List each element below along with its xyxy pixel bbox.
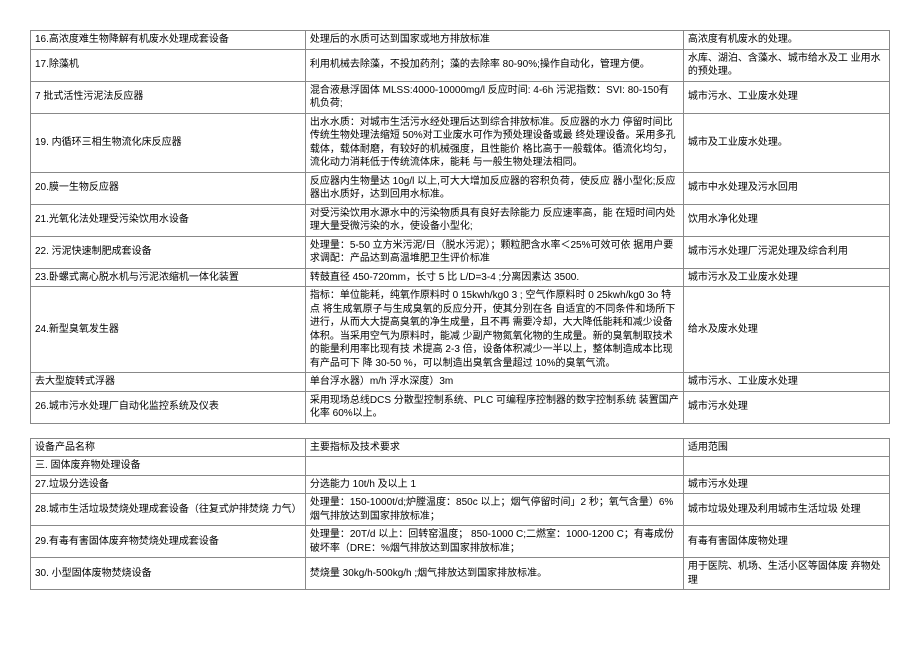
table-cell bbox=[683, 457, 889, 476]
table-row: 24.新型臭氧发生器指标：单位能耗，纯氧作原料时 0 15kwh/kg0 3 ;… bbox=[31, 287, 890, 373]
table-row: 28.城市生活垃圾焚烧处理成套设备（往复式炉排焚烧 力气）处理量：150-100… bbox=[31, 494, 890, 526]
table-cell: 29.有毒有害固体废弃物焚烧处理成套设备 bbox=[31, 526, 306, 558]
table-row: 21.光氧化法处理受污染饮用水设备对受污染饮用水源水中的污染物质具有良好去除能力… bbox=[31, 204, 890, 236]
table-cell: 去大型旋转式浮器 bbox=[31, 373, 306, 392]
table-row: 19. 内循环三相生物流化床反应器出水水质：对城市生活污水经处理后达到综合排放标… bbox=[31, 113, 890, 172]
table-cell: 30. 小型固体废物焚烧设备 bbox=[31, 558, 306, 590]
table-cell: 有毒有害固体废物处理 bbox=[683, 526, 889, 558]
table-cell: 城市污水处理 bbox=[683, 391, 889, 423]
table-cell: 23.卧螺式离心脱水机与污泥浓缩机一体化装置 bbox=[31, 268, 306, 287]
table-cell: 19. 内循环三相生物流化床反应器 bbox=[31, 113, 306, 172]
table-row: 去大型旋转式浮器单台浮水器）m/h 浮水深度）3m城市污水、工业废水处理 bbox=[31, 373, 890, 392]
table-cell: 处理量：150-1000t/d;炉膛温度：850c 以上；烟气停留时间」2 秒；… bbox=[305, 494, 683, 526]
table-row: 26.城市污水处理厂自动化监控系统及仪表采用现场总线DCS 分散型控制系统、PL… bbox=[31, 391, 890, 423]
table-cell: 反应器内生物量达 10g/l 以上,可大大增加反应器的容积负荷，使反应 器小型化… bbox=[305, 172, 683, 204]
equipment-table-2: 设备产品名称主要指标及技术要求适用范围三. 固体废弃物处理设备27.垃圾分选设备… bbox=[30, 438, 890, 591]
table-cell: 城市及工业废水处理。 bbox=[683, 113, 889, 172]
table-cell: 7 批式活性污泥法反应器 bbox=[31, 81, 306, 113]
table-cell: 单台浮水器）m/h 浮水深度）3m bbox=[305, 373, 683, 392]
table-cell: 17.除藻机 bbox=[31, 49, 306, 81]
table-row: 7 批式活性污泥法反应器混合液悬浮固体 MLSS:4000-10000mg/l … bbox=[31, 81, 890, 113]
table-cell: 城市中水处理及污水回用 bbox=[683, 172, 889, 204]
table-row: 29.有毒有害固体废弃物焚烧处理成套设备处理量：20T/d 以上：回转窑温度； … bbox=[31, 526, 890, 558]
table-cell bbox=[305, 457, 683, 476]
table-row: 16.高浓度难生物降解有机废水处理成套设备处理后的水质可达到国家或地方排放标准高… bbox=[31, 31, 890, 50]
table-cell: 采用现场总线DCS 分散型控制系统、PLC 可编程序控制器的数字控制系统 装置国… bbox=[305, 391, 683, 423]
table-cell: 城市垃圾处理及利用城市生活垃圾 处理 bbox=[683, 494, 889, 526]
table-row: 20.膜一生物反应器反应器内生物量达 10g/l 以上,可大大增加反应器的容积负… bbox=[31, 172, 890, 204]
table-cell: 高浓度有机废水的处理。 bbox=[683, 31, 889, 50]
table-row: 27.垃圾分选设备分选能力 10t/h 及以上 1城市污水处理 bbox=[31, 475, 890, 494]
table-cell: 出水水质：对城市生活污水经处理后达到综合排放标准。反应器的水力 停留时间比传统生… bbox=[305, 113, 683, 172]
table-cell: 27.垃圾分选设备 bbox=[31, 475, 306, 494]
table-cell: 利用机械去除藻，不投加药剂；藻的去除率 80-90%;操作自动化，管理方便。 bbox=[305, 49, 683, 81]
table-cell: 城市污水、工业废水处理 bbox=[683, 373, 889, 392]
table-cell: 城市污水处理 bbox=[683, 475, 889, 494]
table-cell: 转鼓直径 450-720mm，长寸 5 比 L/D=3-4 ;分离因素达 350… bbox=[305, 268, 683, 287]
table-cell: 处理量：20T/d 以上：回转窑温度； 850-1000 C;二燃室：1000-… bbox=[305, 526, 683, 558]
table-row: 23.卧螺式离心脱水机与污泥浓缩机一体化装置转鼓直径 450-720mm，长寸 … bbox=[31, 268, 890, 287]
table-cell: 三. 固体废弃物处理设备 bbox=[31, 457, 306, 476]
table-cell: 混合液悬浮固体 MLSS:4000-10000mg/l 反应时间: 4-6h 污… bbox=[305, 81, 683, 113]
table-row: 三. 固体废弃物处理设备 bbox=[31, 457, 890, 476]
table-cell: 水库、湖泊、含藻水、城市给水及工 业用水的预处理。 bbox=[683, 49, 889, 81]
table-cell: 焚烧量 30kg/h-500kg/h ;烟气排放达到国家排放标准。 bbox=[305, 558, 683, 590]
table-cell: 21.光氧化法处理受污染饮用水设备 bbox=[31, 204, 306, 236]
table-cell: 适用范围 bbox=[683, 438, 889, 457]
table-row: 设备产品名称主要指标及技术要求适用范围 bbox=[31, 438, 890, 457]
table-cell: 22. 污泥快速制肥成套设备 bbox=[31, 236, 306, 268]
table-cell: 指标：单位能耗，纯氧作原料时 0 15kwh/kg0 3 ; 空气作原料时 0 … bbox=[305, 287, 683, 373]
table-cell: 城市污水、工业废水处理 bbox=[683, 81, 889, 113]
table-row: 30. 小型固体废物焚烧设备焚烧量 30kg/h-500kg/h ;烟气排放达到… bbox=[31, 558, 890, 590]
table-cell: 28.城市生活垃圾焚烧处理成套设备（往复式炉排焚烧 力气） bbox=[31, 494, 306, 526]
table-cell: 城市污水处理厂污泥处理及综合利用 bbox=[683, 236, 889, 268]
table-cell: 给水及废水处理 bbox=[683, 287, 889, 373]
equipment-table-1: 16.高浓度难生物降解有机废水处理成套设备处理后的水质可达到国家或地方排放标准高… bbox=[30, 30, 890, 424]
table-cell: 分选能力 10t/h 及以上 1 bbox=[305, 475, 683, 494]
table-cell: 16.高浓度难生物降解有机废水处理成套设备 bbox=[31, 31, 306, 50]
table-row: 22. 污泥快速制肥成套设备处理量：5-50 立方米污泥/日（脱水污泥）；颗粒肥… bbox=[31, 236, 890, 268]
table-cell: 用于医院、机场、生活小区等固体废 弃物处理 bbox=[683, 558, 889, 590]
table-cell: 城市污水及工业废水处理 bbox=[683, 268, 889, 287]
table-cell: 饮用水净化处理 bbox=[683, 204, 889, 236]
table-cell: 处理后的水质可达到国家或地方排放标准 bbox=[305, 31, 683, 50]
table-cell: 主要指标及技术要求 bbox=[305, 438, 683, 457]
table-cell: 26.城市污水处理厂自动化监控系统及仪表 bbox=[31, 391, 306, 423]
table-cell: 对受污染饮用水源水中的污染物质具有良好去除能力 反应速率高，能 在短时间内处理大… bbox=[305, 204, 683, 236]
table-cell: 20.膜一生物反应器 bbox=[31, 172, 306, 204]
table-cell: 处理量：5-50 立方米污泥/日（脱水污泥）；颗粒肥含水率＜25%可效可依 据用… bbox=[305, 236, 683, 268]
table-cell: 设备产品名称 bbox=[31, 438, 306, 457]
table-row: 17.除藻机利用机械去除藻，不投加药剂；藻的去除率 80-90%;操作自动化，管… bbox=[31, 49, 890, 81]
table-cell: 24.新型臭氧发生器 bbox=[31, 287, 306, 373]
